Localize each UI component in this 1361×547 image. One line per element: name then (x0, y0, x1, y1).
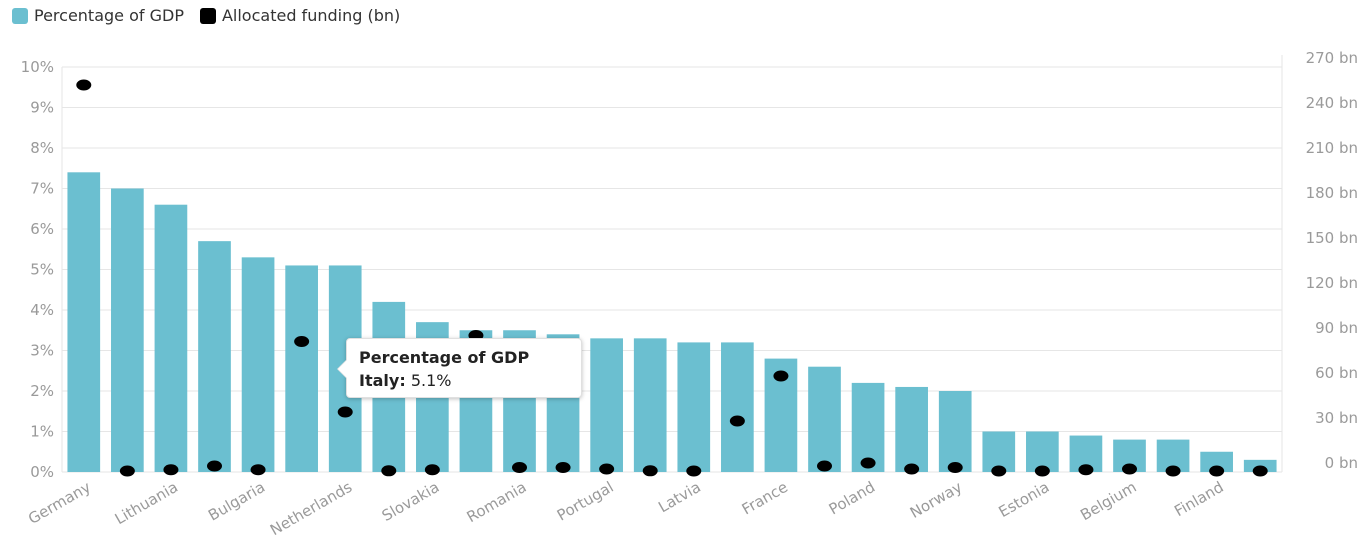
tooltip-title: Percentage of GDP (359, 348, 530, 367)
bar-spain[interactable] (111, 188, 144, 473)
dot-finland[interactable] (1209, 465, 1225, 477)
dot-latvia[interactable] (686, 465, 702, 477)
x-axis-tick-label: France (739, 478, 791, 519)
dot-slovenia[interactable] (642, 465, 658, 477)
left-axis-ticks: 0% 1% 2% 3% 4% 5% 6% 7% 8% 9% 10% (21, 58, 54, 481)
bar-poland[interactable] (851, 382, 885, 472)
left-axis-tick-label: 6% (30, 220, 54, 238)
dot-series (76, 79, 1268, 477)
x-axis-tick-label: Portugal (554, 478, 617, 525)
tooltip-arrow (338, 360, 347, 378)
left-axis-tick-label: 4% (30, 301, 54, 319)
bar-estonia[interactable] (1026, 431, 1059, 473)
bar-finland[interactable] (1200, 451, 1233, 472)
dot-austria[interactable] (817, 460, 832, 472)
tooltip: Percentage of GDP Italy: 5.1% (338, 338, 582, 398)
left-axis-tick-label: 5% (30, 261, 54, 279)
bar-latvia[interactable] (677, 342, 711, 472)
bar-denmark[interactable] (721, 342, 754, 472)
right-axis-tick-label: 270 bn (1306, 49, 1358, 67)
bar-austria[interactable] (808, 366, 841, 472)
dot-ireland[interactable] (1078, 464, 1094, 476)
bar-series (67, 172, 1277, 473)
x-axis-tick-label: Lithuania (112, 478, 181, 528)
dot-sweden[interactable] (904, 463, 920, 475)
tooltip-line: Italy: 5.1% (359, 371, 569, 390)
left-axis-tick-label: 8% (30, 139, 54, 157)
dot-slovakia[interactable] (424, 464, 440, 476)
legend-swatch-funding (199, 7, 216, 24)
x-axis-tick-label: Finland (1171, 478, 1226, 520)
left-axis-tick-label: 9% (30, 99, 54, 117)
dot-germany[interactable] (76, 79, 92, 91)
x-axis-tick-label: Poland (826, 478, 878, 519)
bar-greece[interactable] (198, 241, 231, 472)
right-axis-tick-label: 60 bn (1315, 364, 1358, 382)
dot-czechia[interactable] (555, 462, 571, 473)
right-axis-ticks: 0 bn 30 bn 60 bn 90 bn 120 bn 150 bn 180 bn 210… (1306, 49, 1358, 472)
dot-croatia[interactable] (294, 336, 310, 347)
left-axis-tick-label: 0% (30, 463, 54, 481)
left-axis-tick-label: 2% (30, 382, 54, 400)
dot-netherlands[interactable] (337, 406, 353, 418)
x-axis-tick-label: Romania (464, 478, 530, 526)
dot-cyprus[interactable] (1165, 465, 1181, 477)
dot-romania[interactable] (512, 462, 527, 473)
bar-portugal[interactable] (590, 338, 623, 472)
x-axis-tick-label: Latvia (655, 478, 704, 516)
x-axis-tick-label: Bulgaria (205, 478, 268, 525)
bar-sweden[interactable] (895, 386, 928, 472)
right-axis-tick-label: 120 bn (1306, 274, 1358, 292)
right-axis-tick-label: 210 bn (1306, 139, 1358, 157)
dot-denmark[interactable] (729, 415, 745, 427)
right-axis-tick-label: 90 bn (1315, 319, 1358, 337)
bar-slovenia[interactable] (633, 338, 667, 472)
tooltip-label: Italy: (359, 371, 406, 390)
x-axis-tick-label: Belgium (1077, 478, 1139, 524)
left-axis-tick-label: 3% (30, 342, 54, 360)
left-axis-tick-label: 1% (30, 423, 54, 441)
right-axis-tick-label: 180 bn (1306, 184, 1358, 202)
legend-item-funding[interactable]: Allocated funding (bn) (199, 6, 401, 25)
dot-estonia[interactable] (1034, 465, 1050, 477)
bar-germany[interactable] (67, 172, 101, 473)
dot-italy[interactable] (381, 465, 397, 477)
x-axis-tick-label: Norway (907, 478, 965, 522)
left-axis-tick-label: 7% (30, 180, 54, 198)
dot-bulgaria[interactable] (250, 464, 266, 476)
legend-swatch-percentage (12, 7, 28, 24)
dot-portugal[interactable] (599, 463, 615, 475)
dot-malta[interactable] (1252, 465, 1268, 477)
x-axis-tick-label: Slovakia (379, 478, 443, 525)
right-axis-tick-label: 150 bn (1306, 229, 1358, 247)
bar-norway[interactable] (938, 391, 972, 472)
bar-bulgaria[interactable] (241, 257, 275, 472)
dot-greece[interactable] (207, 460, 222, 472)
left-axis-tick-label: 10% (21, 58, 54, 76)
bar-croatia[interactable] (285, 265, 318, 472)
right-axis-tick-label: 240 bn (1306, 94, 1358, 112)
tooltip-value: 5.1% (410, 371, 452, 390)
chart-legend: Percentage of GDP Allocated funding (bn) (12, 6, 400, 25)
bar-luxembourg[interactable] (982, 431, 1016, 473)
dot-spain[interactable] (119, 465, 135, 477)
dot-belgium[interactable] (1122, 463, 1137, 475)
dot-luxembourg[interactable] (991, 465, 1007, 477)
right-axis-tick-label: 30 bn (1315, 409, 1358, 427)
dot-norway[interactable] (947, 462, 963, 473)
legend-item-percentage[interactable]: Percentage of GDP (12, 6, 184, 25)
bar-lithuania[interactable] (154, 204, 188, 472)
dot-france[interactable] (773, 370, 789, 382)
legend-label-funding: Allocated funding (bn) (221, 6, 401, 25)
x-axis-tick-label: Germany (25, 478, 94, 528)
dot-poland[interactable] (860, 457, 876, 469)
x-axis-tick-label: Estonia (996, 478, 1053, 521)
dot-lithuania[interactable] (163, 464, 179, 476)
legend-label-percentage: Percentage of GDP (34, 6, 184, 25)
x-axis-tick-label: Netherlands (267, 478, 355, 539)
right-axis-tick-label: 0 bn (1325, 454, 1358, 472)
